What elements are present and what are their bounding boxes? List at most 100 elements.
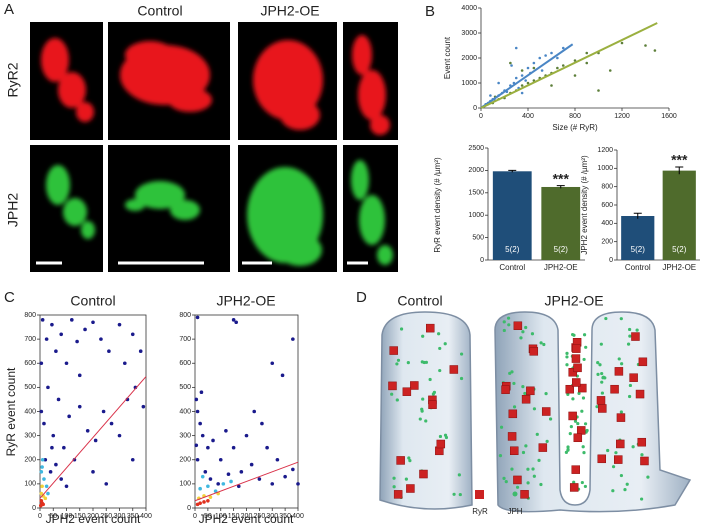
scatter-point (608, 69, 612, 72)
ryr-cube (597, 454, 607, 464)
jph-dot (437, 332, 441, 336)
scatter-point (56, 397, 61, 402)
jph-dot (620, 362, 624, 366)
jph-dot (581, 396, 586, 400)
jph-dot (545, 439, 549, 443)
chart-title: Control (70, 293, 115, 309)
y-tick-label: 800 (601, 184, 613, 191)
y-tick-label: 600 (24, 360, 36, 367)
scatter-point (107, 349, 111, 353)
ryr-cube (541, 407, 551, 416)
chart-title: JPH2-OE (216, 293, 275, 309)
trend-line (480, 43, 574, 109)
ryr-cube (610, 384, 619, 394)
panel-letter: D (356, 289, 367, 306)
scatter-point (62, 445, 66, 450)
jph-dot (595, 405, 599, 409)
ryr-cube (388, 381, 397, 391)
jph-dot (443, 342, 447, 346)
scatter-point (296, 482, 300, 486)
x-tick-label: JPH2-OE (544, 263, 578, 272)
jph-dot (539, 341, 543, 345)
scatter-point (70, 318, 74, 322)
scatter-point (39, 498, 44, 503)
ryr-cube (638, 357, 648, 367)
diagram-label: Control (397, 293, 442, 309)
jph-dot (569, 424, 573, 429)
bar (492, 171, 532, 260)
y-tick-label: 800 (24, 312, 36, 319)
micrographs (30, 22, 398, 272)
bar-annotation: 5(2) (631, 245, 646, 254)
bar-annotation: 5(2) (554, 245, 569, 254)
x-tick-label: 50 (49, 513, 57, 520)
scatter-point (550, 84, 553, 87)
legend-swatch (475, 490, 484, 499)
jph-dot (506, 316, 511, 320)
scatter-point (46, 491, 50, 496)
scatter-point (141, 404, 146, 409)
jph-dot (432, 390, 437, 394)
scatter-point (48, 470, 53, 474)
ryr-cube (419, 469, 428, 479)
jph-dot (510, 467, 514, 471)
jph-dot (458, 492, 462, 497)
scatter-point (556, 56, 559, 60)
jph-dot (619, 473, 624, 478)
scatter-point (43, 457, 48, 462)
jph-dot (640, 453, 644, 457)
jph-dot (421, 334, 425, 338)
scatter-point (44, 337, 49, 341)
scatter-point (208, 477, 213, 481)
panel-letter: A (4, 1, 14, 18)
legend-label: RyR (472, 507, 488, 516)
scatter-point (198, 501, 202, 505)
bar-annotation: 5(2) (672, 245, 687, 254)
ryr-cube (568, 411, 577, 421)
scatter-point (195, 409, 200, 414)
jph-dot (548, 417, 553, 421)
ryr-cube (635, 389, 645, 399)
scatter-point (213, 489, 218, 493)
scatter-point (291, 337, 295, 341)
scatter-point (224, 429, 228, 433)
x-tick-label: 200 (241, 513, 253, 520)
ryr-cube (402, 387, 412, 396)
error-bar (556, 185, 565, 189)
jph-dot (499, 425, 504, 429)
jph-dot (584, 345, 588, 349)
ryr-cube (406, 484, 415, 493)
x-tick-label: 250 (254, 513, 266, 520)
jph-dot (619, 317, 623, 321)
ryr-cube (569, 483, 579, 492)
jph-dot (572, 480, 576, 484)
ryr-cube (526, 386, 535, 396)
scatter-point (532, 66, 536, 70)
scatter-point (561, 46, 565, 50)
scatter-point (229, 479, 233, 484)
jph-dot (438, 434, 443, 439)
jph-dot (452, 492, 456, 496)
legend-swatch (512, 491, 518, 497)
scatter-point (509, 61, 512, 65)
row-label: RyR2 (5, 62, 21, 97)
jph-dot (421, 397, 425, 401)
scatter-point (67, 414, 71, 419)
trend-line (39, 376, 147, 499)
jph-dot (604, 316, 608, 321)
scatter-point (226, 472, 231, 477)
y-axis-label: Event count (443, 36, 452, 79)
jph-dot (583, 484, 587, 489)
scatter-point (40, 465, 44, 469)
y-tick-label: 400 (24, 408, 36, 415)
y-tick-label: 600 (601, 202, 613, 209)
scatter-point (216, 482, 220, 486)
x-tick-label: 1200 (614, 113, 630, 120)
scatter-point (42, 421, 46, 426)
jph-dot (600, 391, 605, 395)
ryr-cube (449, 365, 459, 374)
ryr-cube (614, 455, 623, 464)
x-tick-label: 50 (204, 513, 212, 520)
scatter-point (544, 54, 547, 57)
ryr-cube (513, 475, 522, 485)
